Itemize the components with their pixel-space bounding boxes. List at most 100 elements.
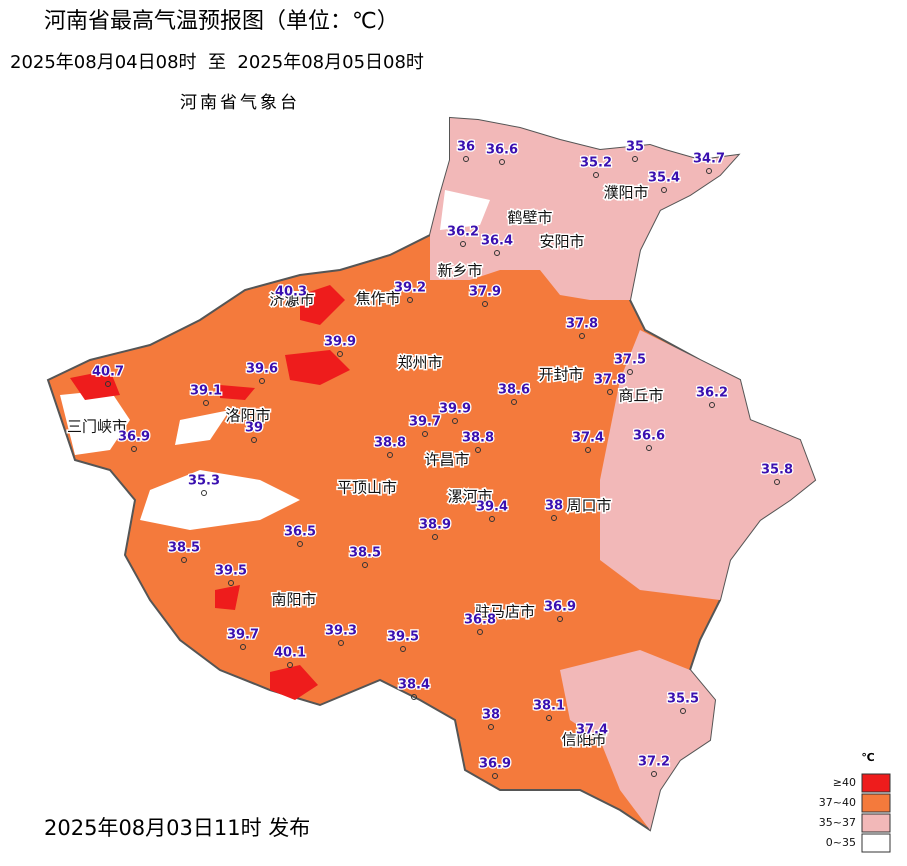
legend-label: 37~40: [819, 796, 856, 809]
province: [46, 116, 817, 832]
station: [411, 694, 417, 700]
temperature: 39.6: [246, 362, 278, 377]
agency: 河南省气象台: [180, 93, 300, 113]
temperature: 36.2: [696, 386, 728, 401]
station: [489, 516, 495, 522]
station: [400, 646, 406, 652]
temperature: 39.1: [190, 384, 222, 399]
station: [460, 241, 466, 247]
station: [488, 724, 494, 730]
station: [105, 381, 111, 387]
station: [475, 447, 481, 453]
city: 安阳市: [539, 233, 584, 251]
temperature: 35.5: [667, 692, 699, 707]
station: [422, 431, 428, 437]
temperature: 39.3: [325, 624, 357, 639]
station: [627, 369, 633, 375]
station: [585, 447, 591, 453]
station: [607, 389, 613, 395]
temperature: 37.4: [576, 723, 608, 738]
temperature: 38.9: [419, 518, 451, 533]
temperature: 36.9: [118, 430, 150, 445]
station: [492, 773, 498, 779]
temperature: 39.9: [324, 335, 356, 350]
temperature: 39.4: [476, 500, 508, 515]
city: 三门峡市: [67, 418, 127, 436]
city: 平顶山市: [337, 479, 397, 497]
station: [709, 402, 715, 408]
issued: 2025年08月03日11时 发布: [44, 816, 310, 840]
temperature: 39.9: [439, 402, 471, 417]
city: 郑州市: [397, 354, 442, 372]
period: 2025年08月04日08时 至 2025年08月05日08时: [10, 52, 424, 73]
temperature: 40.1: [274, 646, 306, 661]
city: 焦作市: [355, 290, 400, 308]
station: [557, 616, 563, 622]
temperature: 38.4: [398, 678, 430, 693]
temperature: 39: [245, 421, 263, 436]
legend-unit: ℃: [861, 751, 874, 764]
station: [661, 187, 667, 193]
station: [362, 562, 368, 568]
legend-label: 35~37: [819, 816, 856, 829]
temperature: 36.6: [486, 143, 518, 158]
temperature: 35: [626, 140, 644, 155]
station: [589, 739, 595, 745]
station: [407, 297, 413, 303]
station: [452, 418, 458, 424]
temperature: 38.8: [462, 431, 494, 446]
temperature: 36.2: [447, 225, 479, 240]
temperature: 39.2: [394, 281, 426, 296]
station: [551, 515, 557, 521]
temperature: 35.4: [648, 171, 680, 186]
station: [201, 490, 207, 496]
station: [579, 333, 585, 339]
city: 开封市: [538, 366, 583, 384]
title: 河南省最高气温预报图（单位：℃）: [44, 9, 399, 34]
temperature: 38.1: [533, 699, 565, 714]
city: 漯河市: [447, 488, 492, 506]
station: [651, 771, 657, 777]
station: [287, 662, 293, 668]
station: [338, 640, 344, 646]
city: 新乡市: [437, 262, 482, 280]
city: 许昌市: [424, 451, 469, 469]
station: [181, 557, 187, 563]
temperature: 36.4: [481, 234, 513, 249]
station: [477, 629, 483, 635]
legend-swatch: [861, 833, 891, 853]
city-labels: 鹤壁市 安阳市 濮阳市 新乡市 济源市 焦作市 郑州市 开封市 商丘市 三门峡市…: [65, 182, 665, 750]
city: 洛阳市: [225, 407, 270, 425]
station: [203, 400, 209, 406]
station: [337, 351, 343, 357]
temperature: 36.9: [479, 757, 511, 772]
temperature: 38.8: [374, 436, 406, 451]
legend-label: 0~35: [826, 836, 856, 849]
legend: ℃ ≥40 37~40 35~37 0~35: [819, 751, 891, 853]
temperature: 39.5: [215, 564, 247, 579]
temperature: 37.9: [469, 285, 501, 300]
station: [511, 399, 517, 405]
temperature: 40.7: [92, 365, 124, 380]
temperature: 38.5: [168, 541, 200, 556]
station: [432, 534, 438, 540]
station: [499, 159, 505, 165]
station: [494, 250, 500, 256]
station: [680, 708, 686, 714]
station: [131, 446, 137, 452]
station: [251, 437, 257, 443]
temperature: 37.5: [614, 353, 646, 368]
temperature: 38: [482, 708, 500, 723]
city: 信阳市: [561, 731, 606, 749]
temperature: 40.3: [275, 285, 307, 300]
station: [259, 378, 265, 384]
station: [463, 156, 469, 162]
temperature: 35.2: [580, 156, 612, 171]
temperature: 35.8: [761, 463, 793, 478]
station: [593, 172, 599, 178]
temperature: 39.7: [409, 415, 441, 430]
temperature: 38.5: [349, 546, 381, 561]
temperature: 37.4: [572, 431, 604, 446]
temperature: 36: [457, 140, 475, 155]
